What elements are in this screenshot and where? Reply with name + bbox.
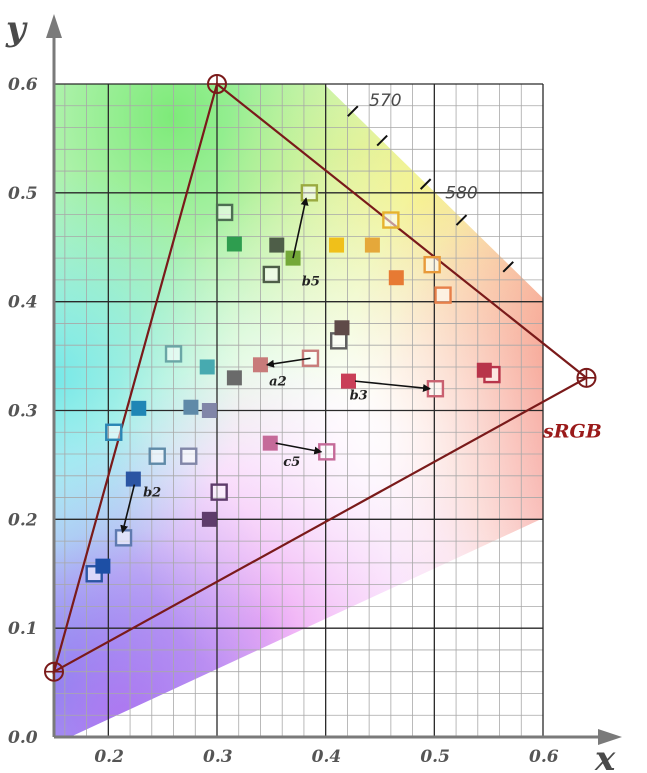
hollow-marker — [434, 286, 452, 304]
hollow-marker — [423, 255, 441, 274]
locus-tick — [347, 105, 359, 117]
arrow-a2: a2 — [265, 357, 311, 389]
x-axis-label: x — [594, 739, 616, 773]
gamut-label: sRGB — [542, 421, 602, 443]
primary-green-marker — [207, 74, 227, 94]
arrow-label: c5 — [283, 455, 300, 470]
hollow-marker — [164, 345, 183, 363]
spectral-locus-ticks — [347, 105, 514, 273]
arrow-line — [354, 380, 431, 393]
x-tick-label: 0.3 — [203, 747, 233, 767]
hollow-marker — [215, 203, 234, 222]
arrow-b3: b3 — [350, 380, 431, 404]
y-tick-labels: 0.0 0.1 0.2 0.3 0.4 0.5 0.6 — [8, 75, 38, 748]
primary-red-marker — [576, 367, 597, 388]
y-tick-label: 0.1 — [8, 619, 38, 639]
hollow-marker — [210, 483, 228, 501]
wavelength-label: 580 — [445, 183, 477, 203]
filled-marker — [476, 362, 492, 378]
spectral-locus-labels: 570 580 — [369, 91, 478, 204]
x-tick-label: 0.5 — [420, 747, 450, 767]
primary-blue-marker — [44, 661, 64, 682]
filled-marker — [262, 435, 278, 451]
arrow-b5: b5 — [292, 197, 320, 289]
y-tick-label: 0.2 — [8, 510, 38, 530]
locus-tick — [419, 178, 432, 190]
filled-marker — [201, 403, 217, 418]
shift-arrows: b5 a2 b3 c5 b2 — [120, 197, 431, 534]
hollow-marker — [330, 332, 348, 350]
x-tick-label: 0.6 — [529, 747, 559, 767]
filled-marker — [388, 270, 404, 286]
hollow-marker — [318, 443, 336, 461]
hollow-marker — [262, 265, 281, 284]
hollow-marker — [382, 211, 400, 229]
filled-marker — [183, 399, 199, 415]
locus-tick — [376, 134, 388, 147]
locus-tick — [502, 261, 514, 273]
arrow-line — [275, 442, 323, 455]
x-tick-label: 0.4 — [312, 747, 342, 767]
filled-marker — [252, 357, 268, 373]
filled-marker — [201, 511, 217, 527]
filled-marker — [95, 558, 111, 574]
filled-marker — [329, 237, 345, 253]
filled-marker — [226, 370, 242, 386]
arrow-label: b2 — [143, 485, 161, 500]
arrow-b2: b2 — [120, 484, 161, 534]
hollow-marker — [300, 184, 319, 202]
filled-marker — [364, 237, 380, 253]
filled-marker — [340, 373, 356, 389]
arrow-label: b5 — [302, 274, 320, 289]
y-tick-label: 0.4 — [8, 293, 38, 313]
arrow-label: a2 — [269, 374, 286, 389]
filled-marker — [125, 471, 141, 487]
wavelength-label: 570 — [369, 91, 401, 111]
hollow-marker — [105, 423, 123, 441]
arrow-label: b3 — [350, 389, 368, 404]
y-tick-label: 0.6 — [8, 75, 38, 95]
hollow-marker — [426, 380, 445, 398]
y-axis-label: y — [5, 9, 28, 49]
hollow-marker — [114, 529, 133, 547]
hollow-marker — [148, 447, 166, 465]
filled-markers — [95, 236, 492, 574]
hollow-marker — [180, 447, 198, 465]
filled-marker — [226, 236, 242, 252]
arrow-line — [120, 484, 136, 534]
filled-marker — [334, 320, 350, 336]
filled-marker — [199, 359, 215, 375]
gamut-triangle — [52, 82, 589, 674]
filled-marker — [131, 400, 147, 416]
x-tick-labels: 0.2 0.3 0.4 0.5 0.6 — [94, 747, 558, 767]
y-tick-label: 0.0 — [8, 728, 38, 748]
axes — [46, 14, 622, 745]
arrow-line — [292, 197, 309, 259]
x-tick-label: 0.2 — [94, 747, 124, 767]
y-tick-label: 0.5 — [8, 184, 38, 204]
y-tick-label: 0.3 — [8, 402, 38, 422]
locus-tick — [455, 214, 468, 226]
arrow-c5: c5 — [275, 442, 323, 470]
filled-marker — [269, 237, 285, 253]
srgb-gamut — [44, 74, 597, 682]
arrow-line — [265, 357, 311, 368]
